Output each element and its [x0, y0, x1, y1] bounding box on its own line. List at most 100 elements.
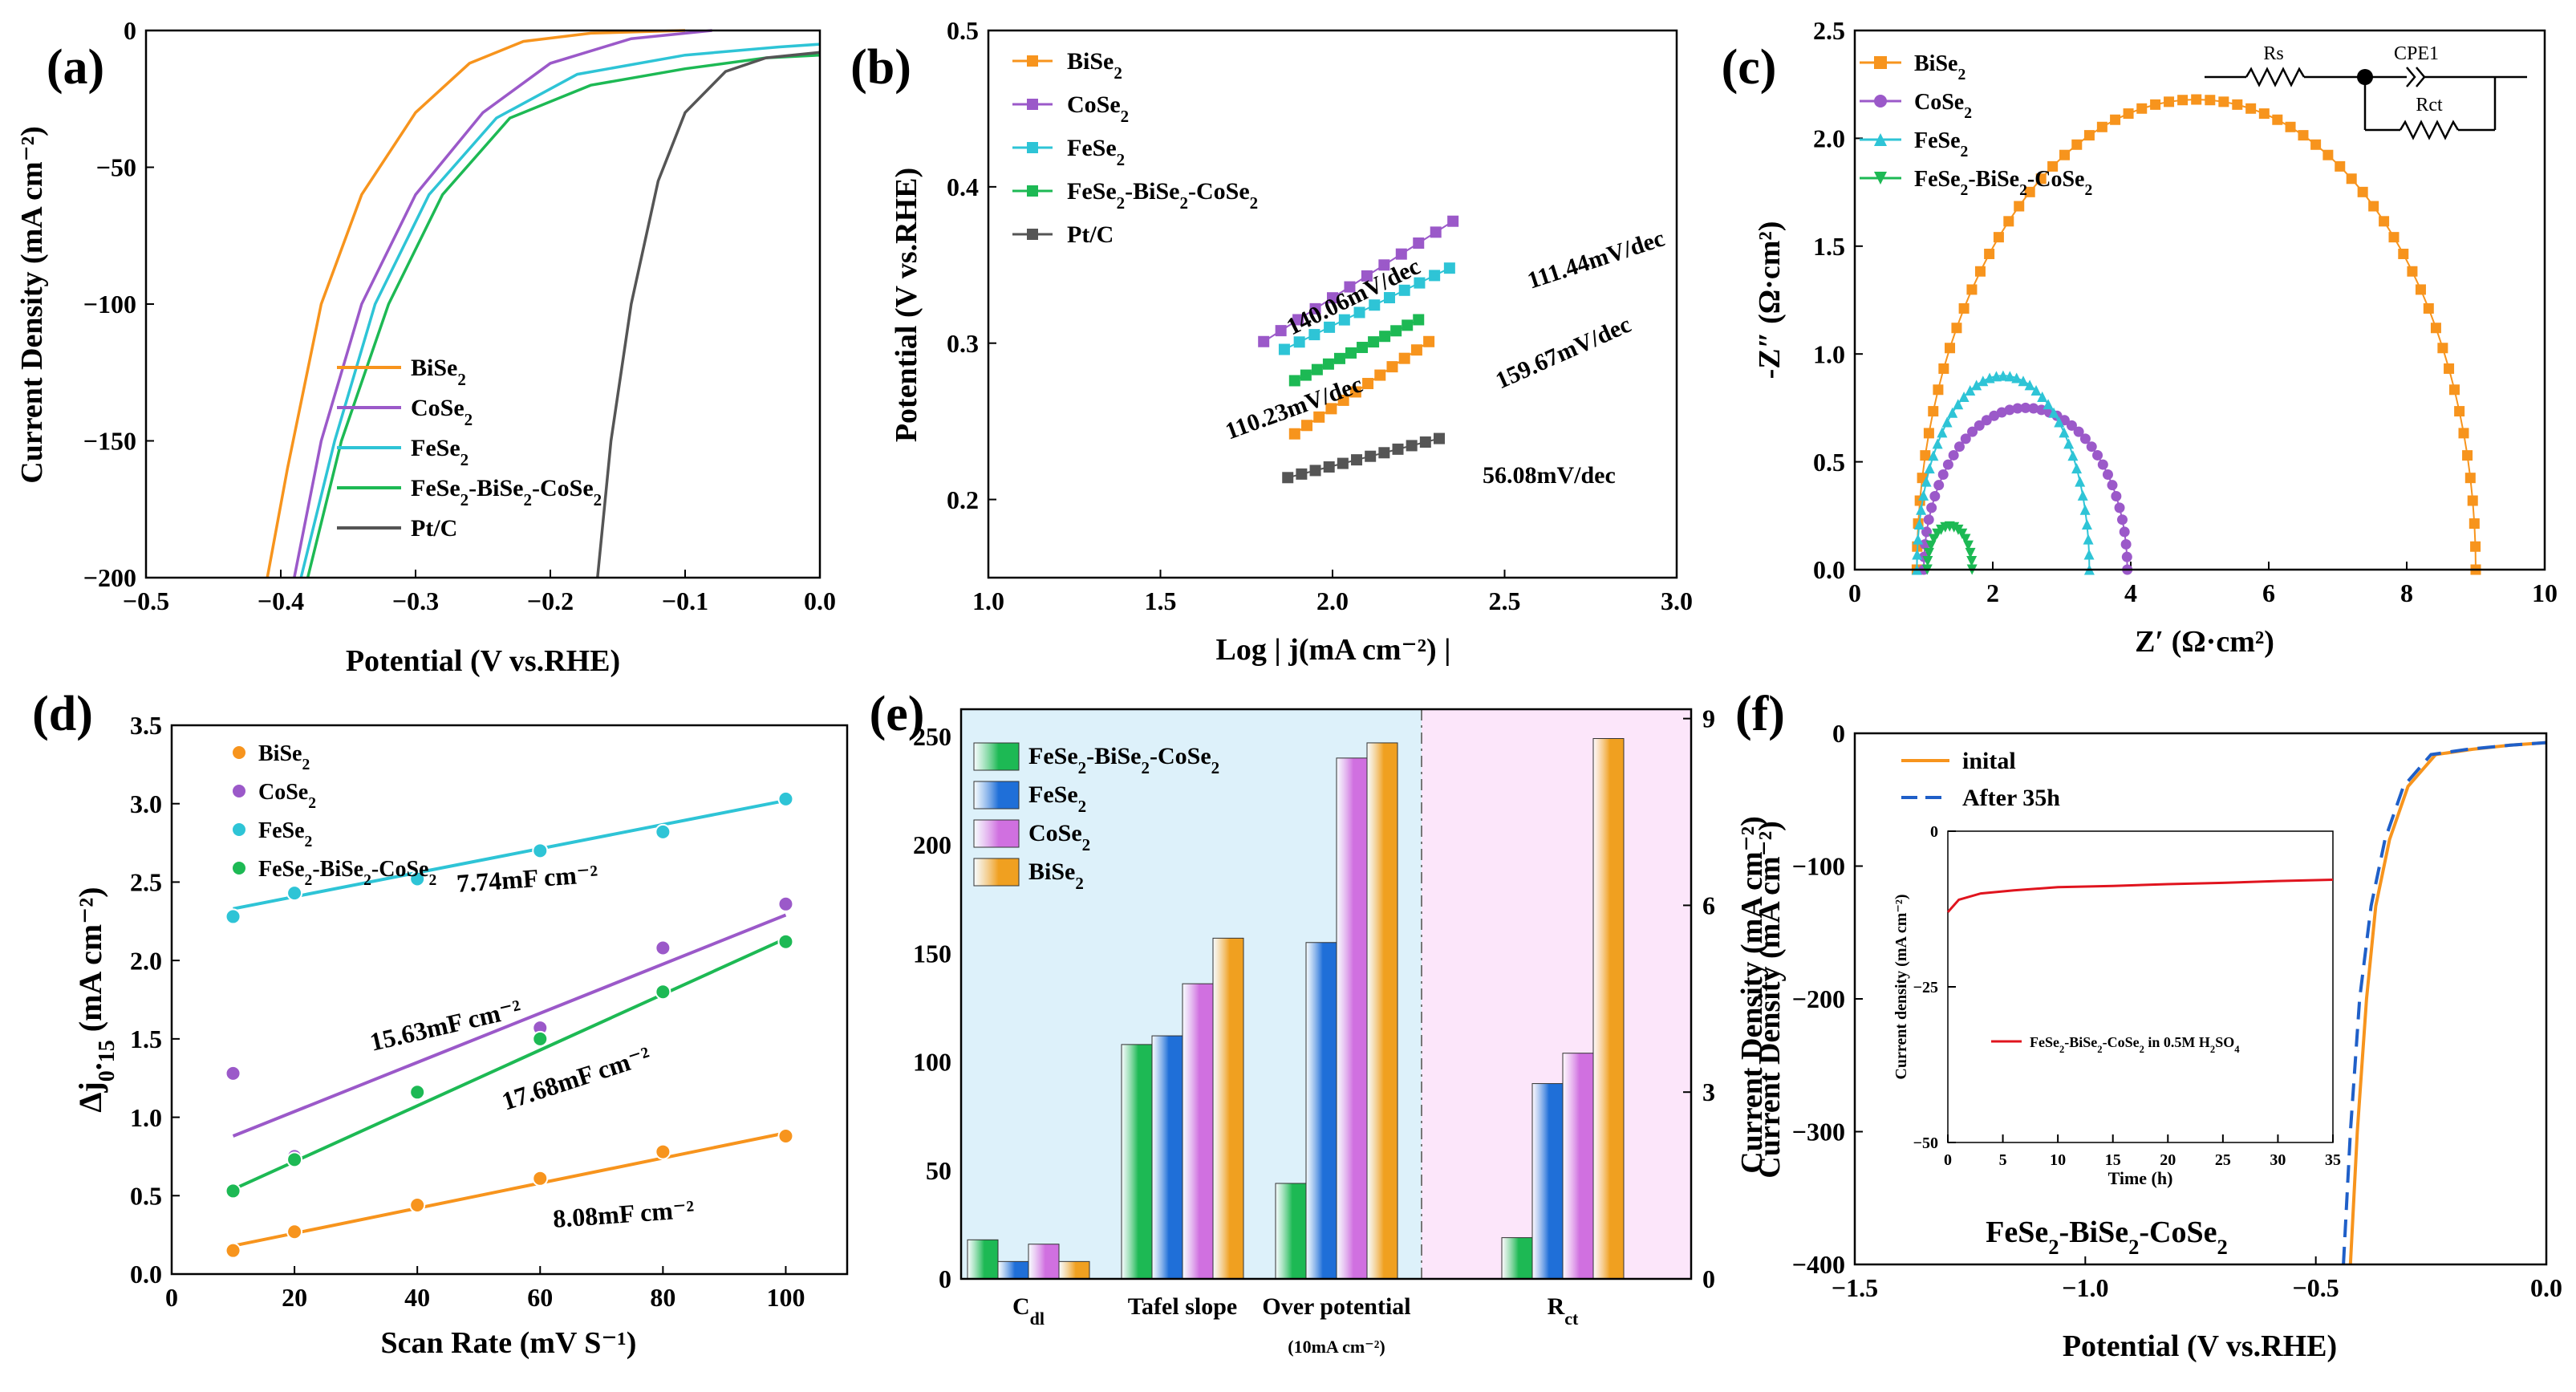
x-tick-label: 2.5 — [1489, 586, 1521, 615]
panel-f: −1.5 −1.0 −0.5 0.0 −400 −300 −200 −100 0 inital Af… — [1735, 687, 2562, 1363]
cdl-point — [532, 1030, 549, 1047]
x-tick-label: 1.5 — [1145, 586, 1177, 615]
y-tick-label: 2.5 — [1813, 16, 1845, 45]
x-tick-label: 35 — [2325, 1151, 2341, 1169]
plot-frame — [1853, 29, 2546, 571]
panel-d: 0 20 40 60 80 100 0.0 0.5 1.0 1.5 2.0 2.5 3.0 3.5 BiSe… — [32, 687, 849, 1360]
nyquist-point — [2464, 473, 2476, 484]
y-axis-title: -Z″ (Ω·cm²) — [1753, 221, 1787, 379]
cdl-point — [409, 871, 426, 887]
legend-label: BiSe2 — [411, 355, 466, 389]
category-note: (10mA cm⁻²) — [1288, 1337, 1385, 1357]
nyquist-point — [1974, 266, 1986, 277]
bar — [967, 1239, 999, 1280]
linear-fit — [233, 1131, 786, 1248]
nyquist-point — [1951, 323, 1962, 334]
nyquist-point — [2407, 266, 2418, 277]
nyquist-point — [2379, 216, 2390, 227]
nyquist-point — [1967, 426, 1978, 437]
y-tick-label: 0.4 — [947, 172, 979, 201]
nyquist-point — [1945, 343, 1956, 354]
curve-Pt/C — [596, 51, 821, 578]
tafel-point — [1423, 335, 1435, 347]
nyquist-point — [2177, 95, 2189, 106]
legend-label: BiSe2 — [1067, 48, 1122, 83]
nyquist-point — [2335, 160, 2346, 172]
nyquist-fit — [1923, 407, 2128, 570]
cdl-point — [225, 908, 241, 925]
nyquist-point — [1923, 428, 1934, 439]
nyquist-point — [2012, 403, 2023, 414]
y-tick-label: 50 — [926, 1156, 951, 1185]
bar — [1182, 983, 1214, 1280]
y-tick-label: −50 — [1913, 1134, 1938, 1152]
nyquist-point — [2258, 108, 2270, 120]
curve-FeSe₂-BiSe₂-CoSe₂ — [306, 53, 821, 578]
tafel-fit — [1287, 437, 1440, 479]
legend-marker — [1874, 133, 1887, 146]
nyquist-point — [2272, 114, 2283, 125]
nyquist-point — [2191, 94, 2202, 105]
legend-label: CoSe2 — [258, 780, 316, 812]
nyquist-point — [1918, 489, 1929, 501]
nyquist-point — [1923, 547, 1934, 558]
nyquist-point — [1958, 302, 1970, 314]
legend-marker — [233, 785, 245, 797]
legend-label: BiSe2 — [1028, 858, 1084, 893]
x-tick-label: 20 — [2160, 1151, 2176, 1169]
legend-label: FeSe2-BiSe2-CoSe2 — [411, 475, 602, 509]
legend-marker — [1874, 95, 1887, 108]
x-tick-label: −0.3 — [392, 586, 439, 615]
nyquist-point — [2035, 173, 2047, 185]
x-tick-label: −1.5 — [1832, 1273, 1878, 1302]
y-tick-label: 3.0 — [130, 789, 162, 818]
x-axis-title: Z′ (Ω·cm²) — [2135, 625, 2274, 659]
y-tick-label: 0.5 — [947, 16, 979, 45]
nyquist-point — [2116, 514, 2128, 526]
y-tick-label: 0.5 — [130, 1181, 162, 1210]
nyquist-point — [1922, 556, 1933, 567]
bar — [1212, 937, 1244, 1280]
panel-label: (f) — [1735, 687, 1785, 741]
tafel-fit — [1284, 267, 1450, 351]
nyquist-point — [2398, 248, 2409, 259]
nyquist-point — [2003, 216, 2014, 227]
x-tick-label: 100 — [766, 1283, 805, 1312]
plot-frame — [1853, 732, 2548, 1266]
legend-swatch — [973, 819, 1020, 848]
nyquist-point — [2232, 99, 2243, 110]
cdl-point — [409, 1084, 426, 1101]
y-tick-label: −300 — [1792, 1118, 1845, 1146]
nyquist-point — [1912, 549, 1923, 560]
y-tick-label: 150 — [913, 939, 951, 968]
bar — [1121, 1044, 1153, 1280]
x-tick-label: 20 — [282, 1283, 307, 1312]
legend-label: FeSe2-BiSe2-CoSe2 in 0.5M H2SO4 — [2030, 1034, 2240, 1055]
nyquist-point — [2468, 518, 2480, 530]
legend-label: FeSe2 — [258, 818, 312, 850]
nyquist-point — [2388, 232, 2400, 243]
nyquist-point — [1984, 248, 1995, 259]
linear-fit — [233, 798, 786, 911]
nyquist-point — [1932, 438, 1943, 449]
nyquist-point — [1958, 391, 1970, 402]
cdl-point — [777, 790, 794, 807]
cdl-point — [225, 1183, 241, 1199]
curve-FeSe₂ — [299, 43, 821, 578]
nyquist-point — [2067, 450, 2079, 461]
nyquist-point — [2107, 480, 2118, 491]
nyquist-point — [1933, 480, 1945, 491]
cdl-point — [532, 842, 549, 859]
nyquist-point — [2048, 407, 2059, 418]
nyquist-point — [2020, 402, 2031, 413]
y-tick-label-right: 3 — [1702, 1077, 1715, 1106]
y-tick-label: 0 — [939, 1264, 951, 1293]
nyquist-point — [2071, 463, 2083, 474]
legend-marker — [1027, 185, 1038, 197]
y-tick-label: 0.0 — [130, 1260, 162, 1289]
panel-a: −0.5 −0.4 −0.3 −0.2 −0.1 0.0 −200 −150 −100 −50 0 B… — [15, 16, 836, 678]
legend-label: FeSe2 — [1067, 135, 1125, 169]
nyquist-point — [2096, 121, 2107, 132]
nyquist-point — [2415, 284, 2426, 295]
nyquist-point — [1996, 407, 2007, 418]
